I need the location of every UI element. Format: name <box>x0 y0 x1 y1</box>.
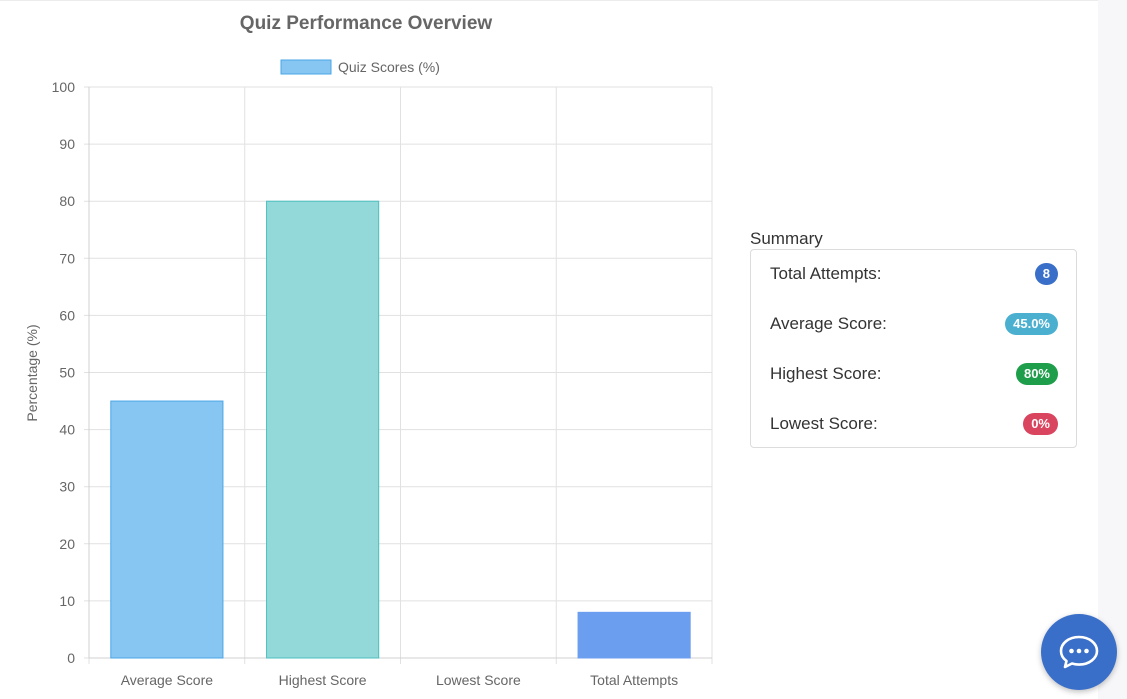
x-tick-label: Average Score <box>121 672 214 688</box>
legend-swatch <box>280 59 332 75</box>
summary-label: Total Attempts: <box>770 264 882 283</box>
summary-row-average-score: Average Score: 45.0% <box>770 311 1058 337</box>
total-attempts-badge: 8 <box>1034 263 1058 285</box>
y-tick-label: 100 <box>52 79 76 95</box>
y-tick-label: 60 <box>59 307 75 323</box>
summary-label: Highest Score: <box>770 364 882 383</box>
chart-title: Quiz Performance Overview <box>240 13 493 34</box>
summary-label: Average Score: <box>770 314 887 333</box>
y-tick-label: 70 <box>59 250 75 266</box>
chat-button[interactable] <box>1041 614 1117 690</box>
bar <box>266 200 380 659</box>
y-axis-label: Percentage (%) <box>24 324 40 421</box>
lowest-score-badge: 0% <box>1023 413 1058 435</box>
summary-row-total-attempts: Total Attempts: 8 <box>770 261 1058 287</box>
legend-label: Quiz Scores (%) <box>338 59 440 75</box>
chat-bubble-icon <box>1059 635 1099 669</box>
summary-row-highest-score: Highest Score: 80% <box>770 361 1058 387</box>
summary-row-lowest-score: Lowest Score: 0% <box>770 411 1058 437</box>
bar <box>577 611 691 659</box>
right-scroll-strip <box>1098 0 1127 699</box>
x-tick-label: Total Attempts <box>590 672 678 688</box>
y-tick-label: 90 <box>59 136 75 152</box>
bar-chart: Quiz Performance Overview Quiz Scores (%)… <box>24 13 713 688</box>
summary-card: Total Attempts: 8 Average Score: 45.0% H… <box>750 249 1077 448</box>
y-tick-label: 40 <box>59 422 75 438</box>
summary-title: Summary <box>750 229 823 248</box>
y-tick-label: 10 <box>59 593 75 609</box>
x-tick-label: Lowest Score <box>436 672 521 688</box>
y-tick-label: 80 <box>59 193 75 209</box>
bar <box>110 400 224 659</box>
y-tick-label: 20 <box>59 536 75 552</box>
y-tick-label: 30 <box>59 479 75 495</box>
y-tick-label: 50 <box>59 365 75 381</box>
highest-score-badge: 80% <box>1015 363 1058 385</box>
summary-label: Lowest Score: <box>770 414 878 433</box>
top-divider <box>0 0 1098 1</box>
x-tick-label: Highest Score <box>279 672 367 688</box>
average-score-badge: 45.0% <box>1005 313 1058 335</box>
y-tick-label: 0 <box>67 650 75 666</box>
